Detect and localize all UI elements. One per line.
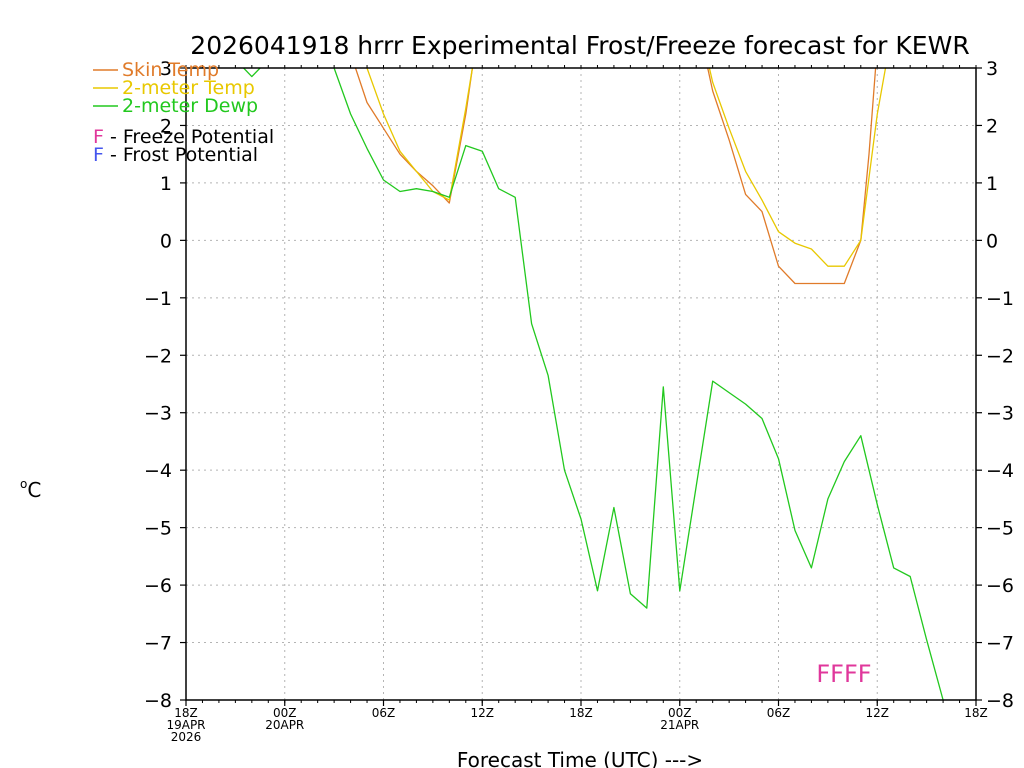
- potential-letter: F: [93, 126, 104, 148]
- potential-text: - Freeze Potential: [104, 126, 274, 148]
- potential-letter: F: [93, 144, 104, 166]
- y-tick-label: −8: [144, 690, 172, 712]
- series-line-skin-temp: [707, 68, 877, 285]
- x-tick-label: 00Z: [668, 706, 692, 720]
- x-tick-label: 18Z: [569, 706, 593, 720]
- y-tick-label-right: −8: [986, 690, 1014, 712]
- y-axis-left: 3 2 1 0 −1 −2 −3 −4 −5 −6 −7 −8: [144, 58, 186, 712]
- y-tick-label: −6: [144, 575, 172, 597]
- legend-label: 2-meter Temp: [122, 77, 255, 99]
- plot-frame: [185, 67, 977, 701]
- y-tick-label: −1: [144, 288, 172, 310]
- potential-legend-item: F - Freeze Potential: [93, 126, 274, 148]
- y-tick-label-right: −7: [986, 633, 1014, 655]
- series-line-2-meter-dewp: [243, 68, 261, 78]
- y-tick-label: −5: [144, 518, 172, 540]
- y-tick-label-right: −2: [986, 345, 1014, 367]
- x-tick-label: 06Z: [372, 706, 396, 720]
- y-tick-label-right: −3: [986, 403, 1014, 425]
- legend-label: 2-meter Dewp: [122, 95, 258, 117]
- x-tick-label: 18Z: [964, 706, 988, 720]
- y-tick-label-right: −4: [986, 460, 1014, 482]
- y-tick-label: 3: [160, 58, 172, 80]
- y-tick-label: −7: [144, 633, 172, 655]
- y-tick-label: 2: [160, 115, 172, 137]
- y-axis-label-degree: o: [20, 477, 27, 491]
- x-tick-label: 2026: [171, 730, 202, 744]
- y-tick-label-right: 1: [986, 173, 998, 195]
- x-tick-label: 12Z: [471, 706, 495, 720]
- potential-text: - Frost Potential: [104, 144, 258, 166]
- x-tick-label: 19APR: [166, 718, 205, 732]
- y-tick-label: −3: [144, 403, 172, 425]
- x-tick-label: 20APR: [265, 718, 304, 732]
- series-layer: [243, 68, 944, 700]
- y-tick-label-right: 0: [986, 230, 998, 252]
- series-line-2-meter-temp: [708, 68, 887, 267]
- x-tick-label: 12Z: [866, 706, 890, 720]
- y-axis-right: 3 2 1 0 −1 −2 −3 −4 −5 −6 −7 −8: [976, 58, 1014, 712]
- potential-legend-item: F - Frost Potential: [93, 144, 258, 166]
- x-axis-label: Forecast Time (UTC) --->: [457, 748, 703, 768]
- x-tick-label: 00Z: [273, 706, 297, 720]
- y-tick-label: 1: [160, 173, 172, 195]
- grid-lines: [186, 68, 976, 700]
- x-tick-label: 18Z: [174, 706, 198, 720]
- x-tick-label: 21APR: [660, 718, 699, 732]
- series-line-2-meter-dewp: [333, 68, 944, 700]
- y-tick-label: 0: [160, 230, 172, 252]
- x-tick-label: 06Z: [767, 706, 791, 720]
- y-tick-label-right: −6: [986, 575, 1014, 597]
- y-tick-label-right: 2: [986, 115, 998, 137]
- y-tick-label: −4: [144, 460, 172, 482]
- chart-title: 2026041918 hrrr Experimental Frost/Freez…: [190, 31, 969, 60]
- series-line-2-meter-temp: [366, 68, 474, 201]
- y-tick-label-right: −1: [986, 288, 1014, 310]
- freeze-potential-marker: FFFF: [816, 660, 871, 688]
- y-tick-label: −2: [144, 345, 172, 367]
- y-axis-label-unit: C: [27, 478, 41, 502]
- y-tick-label-right: −5: [986, 518, 1014, 540]
- y-tick-label-right: 3: [986, 58, 998, 80]
- y-axis-label: oC: [20, 477, 41, 502]
- legend-label: Skin Temp: [122, 59, 219, 81]
